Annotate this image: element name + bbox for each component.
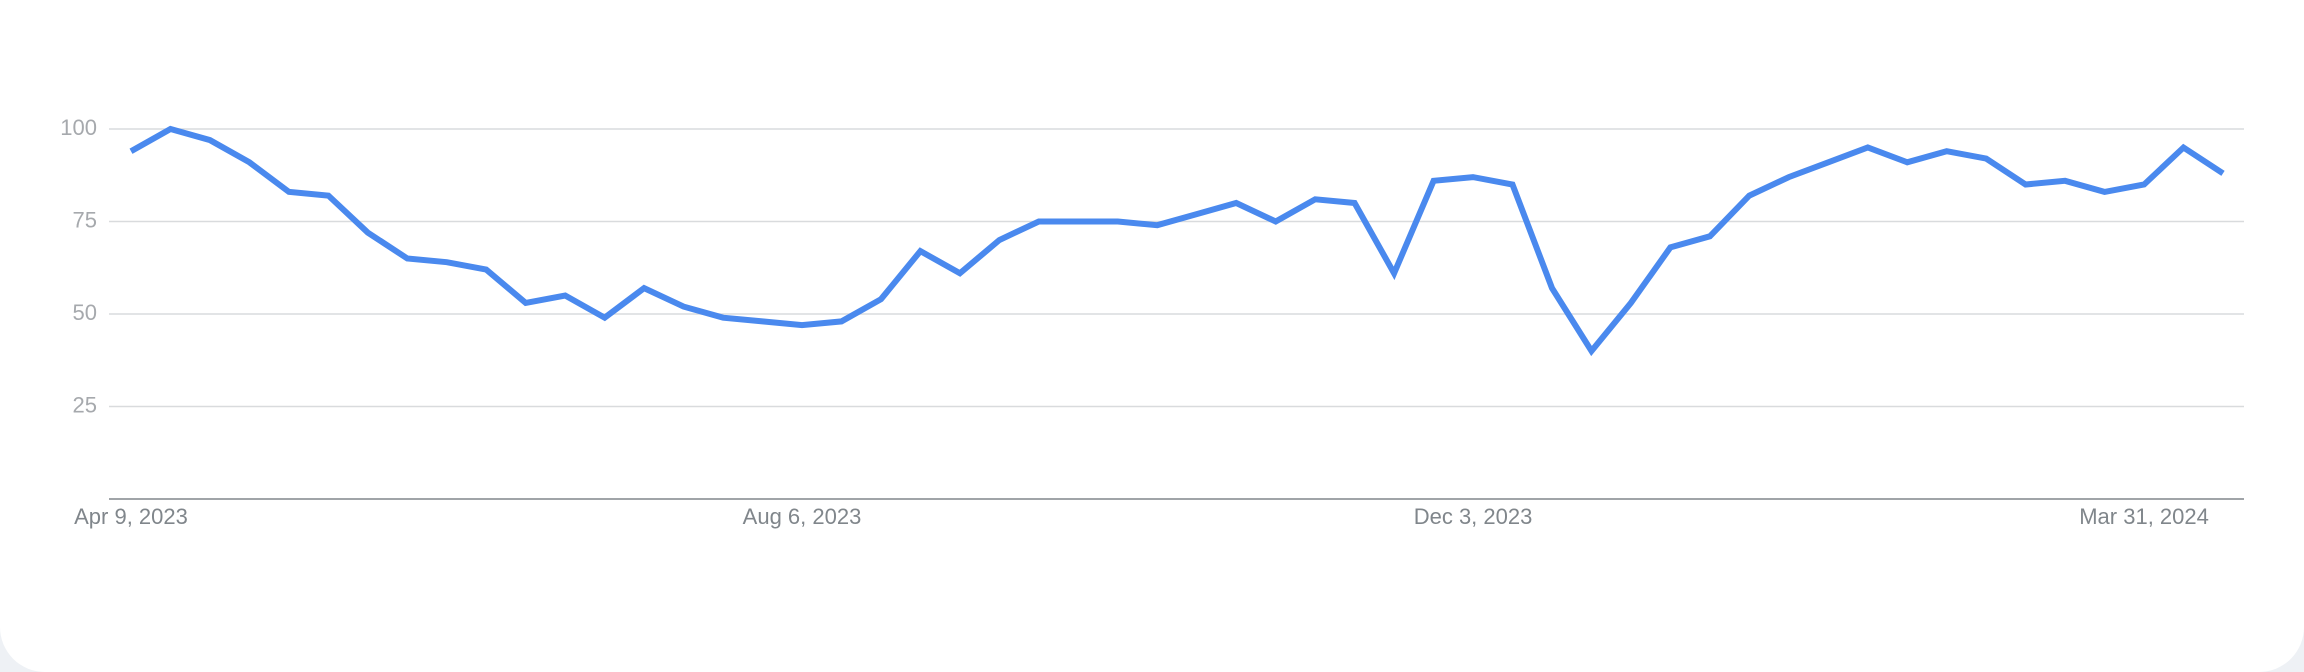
x-tick-label: Aug 6, 2023 <box>743 504 862 529</box>
y-tick-label: 25 <box>73 392 97 417</box>
x-tick-label: Mar 31, 2024 <box>2079 504 2209 529</box>
x-tick-label: Apr 9, 2023 <box>74 504 188 529</box>
y-tick-label: 50 <box>73 300 97 325</box>
y-tick-label: 100 <box>60 115 97 140</box>
x-tick-label: Dec 3, 2023 <box>1414 504 1533 529</box>
y-tick-label: 75 <box>73 207 97 232</box>
trend-line <box>129 125 2225 357</box>
